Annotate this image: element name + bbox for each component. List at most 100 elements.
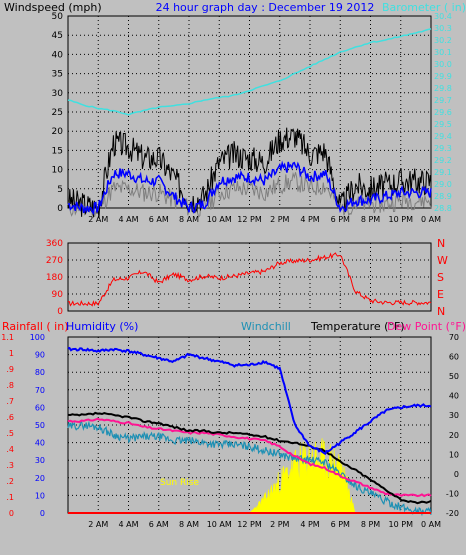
rainfall-tick-label: .6: [6, 413, 14, 422]
humidity-tick-label: 10: [35, 491, 45, 500]
humidity-tick-label: 90: [35, 351, 45, 360]
temperature-series: [67, 346, 432, 517]
wind-time-tick-label: 8 PM: [361, 215, 380, 224]
windspeed-axis: 0 5 10 15 20 25 30 35 40 45 50: [52, 12, 64, 214]
temperature-tick-label: 30: [449, 411, 459, 420]
rainfall-tick-label: .5: [6, 429, 14, 438]
wind-direction-line: [67, 252, 432, 307]
barometer-tick-label: 30.2: [434, 36, 452, 45]
sunrise-label: Sun Rise: [160, 478, 199, 488]
temperature-tick-label: 50: [449, 372, 459, 381]
wind-time-tick-label: 2 AM: [88, 215, 108, 224]
barometer-axis: 28.8 28.9 29.0 29.1 29.2 29.3 29.4 29.5 29.6 29.7…: [434, 12, 452, 213]
direction-series: [67, 252, 432, 307]
temperature-tick-label: -20: [446, 509, 459, 518]
humidity-tick-label: 0: [40, 509, 45, 518]
temperature-time-tick-label: 0 AM: [421, 520, 441, 529]
temperature-time-tick-label: 12 PM: [237, 520, 262, 529]
barometer-tick-label: 29.1: [434, 168, 452, 177]
wind-time-tick-label: 8 AM: [179, 215, 199, 224]
temperature-time-tick-label: 8 PM: [361, 520, 380, 529]
rainfall-tick-label: 1.1: [1, 333, 14, 342]
humidity-tick-label: 20: [35, 474, 45, 483]
humidity-tick-label: 40: [35, 439, 45, 448]
windspeed-tick-label: 30: [52, 89, 64, 99]
barometer-tick-label: 30.3: [434, 24, 452, 33]
direction-grid: [68, 243, 431, 311]
temperature-title: Temperature (°F): [310, 320, 405, 333]
windspeed-tick-label: 45: [52, 31, 63, 41]
wind-time-tick-label: 12 PM: [237, 215, 262, 224]
barometer-tick-label: 30.0: [434, 60, 452, 69]
direction-degree-tick-label: 0: [57, 307, 63, 317]
wind-time-tick-label: 6 PM: [331, 215, 350, 224]
rainfall-title: Rainfall ( in): [2, 320, 69, 333]
direction-degree-tick-label: 90: [52, 290, 64, 300]
barometer-tick-label: 29.6: [434, 108, 452, 117]
windspeed-tick-label: 35: [52, 70, 63, 80]
temperature-tick-label: 0: [454, 470, 459, 479]
humidity-tick-label: 50: [35, 421, 45, 430]
humidity-tick-label: 70: [35, 386, 45, 395]
dew-point-title: Dew Point (°F): [387, 320, 466, 333]
humidity-line: [67, 346, 432, 456]
windspeed-tick-label: 25: [52, 108, 63, 118]
wind-series: [67, 28, 432, 219]
rainfall-axis: 0 .1 .2 .3 .4 .5 .6 .7 .8 .9 1 1.1: [1, 333, 14, 518]
direction-degree-tick-label: 270: [46, 256, 63, 266]
temperature-time-tick-label: 10 PM: [389, 520, 414, 529]
rainfall-tick-label: .2: [6, 477, 14, 486]
temperature-tick-label: 70: [449, 333, 459, 342]
temperature-tick-label: 60: [449, 353, 459, 362]
wind-barometer-panel: 0 5 10 15 20 25 30 35 40 45 50 28.8 28.9 29.0 29.1 29.…: [4, 1, 466, 224]
temperature-axis: -20 -10 0 10 20 30 40 50 60 70: [446, 333, 459, 518]
windspeed-line: [67, 127, 432, 219]
windspeed-tick-label: 20: [52, 127, 64, 137]
rainfall-tick-label: .7: [6, 397, 14, 406]
temperature-time-axis: 2 AM 4 AM 6 AM 8 AM 10 AM 12 PM 2 PM 4 PM 6 PM 8 …: [88, 520, 441, 529]
wind-time-tick-label: 10 PM: [389, 215, 414, 224]
temperature-line: [67, 411, 432, 505]
wind-time-tick-label: 4 PM: [300, 215, 319, 224]
compass-label: N: [437, 237, 445, 250]
windspeed-tick-label: 50: [52, 12, 64, 22]
barometer-tick-label: 30.1: [434, 48, 452, 57]
humidity-tick-label: 60: [35, 403, 45, 412]
rainfall-tick-label: .8: [6, 381, 14, 390]
temperature-tick-label: -10: [446, 489, 459, 498]
humidity-title: Humidity (%): [66, 320, 138, 333]
temperature-time-tick-label: 6 AM: [149, 520, 169, 529]
barometer-line: [67, 28, 432, 116]
rainfall-tick-label: .9: [6, 365, 14, 374]
temperature-panel: 0 .1 .2 .3 .4 .5 .6 .7 .8 .9 1 1.1 0 10 20 30 40 50 60 70 8…: [1, 320, 466, 529]
temperature-tick-label: 40: [449, 392, 459, 401]
rainfall-tick-label: 0: [9, 509, 14, 518]
temperature-time-tick-label: 8 AM: [179, 520, 199, 529]
barometer-tick-label: 29.3: [434, 144, 452, 153]
rainfall-tick-label: .3: [6, 461, 14, 470]
barometer-tick-label: 29.4: [434, 132, 452, 141]
windspeed-tick-label: 40: [52, 50, 64, 60]
temperature-time-tick-label: 4 PM: [300, 520, 319, 529]
compass-label: S: [437, 271, 444, 284]
direction-degree-axis: 0 90 180 270 360: [46, 239, 63, 317]
barometer-tick-label: 29.5: [434, 120, 452, 129]
temperature-time-tick-label: 4 AM: [118, 520, 138, 529]
compass-label: N: [437, 305, 445, 318]
windspeed-title: Windspeed (mph): [4, 1, 102, 14]
sunset-label: Set: [322, 478, 337, 488]
rainfall-tick-label: 1: [9, 349, 14, 358]
temperature-time-tick-label: 10 AM: [207, 520, 232, 529]
barometer-tick-label: 30.4: [434, 12, 452, 21]
barometer-tick-label: 29.8: [434, 84, 452, 93]
humidity-axis: 0 10 20 30 40 50 60 70 80 90 100: [30, 333, 45, 518]
barometer-tick-label: 29.9: [434, 72, 452, 81]
windspeed-tick-label: 10: [52, 166, 64, 176]
rainfall-tick-label: .1: [6, 493, 14, 502]
temperature-tick-label: 20: [449, 431, 459, 440]
dew-point-line: [67, 417, 432, 498]
windchill-title: Windchill: [241, 320, 291, 333]
